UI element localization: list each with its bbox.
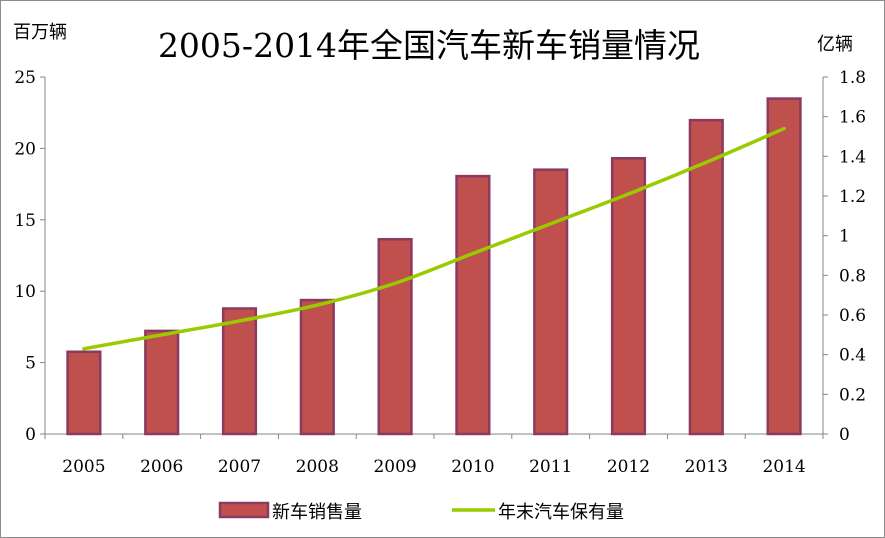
y-left-tick-label: 15 <box>14 211 36 231</box>
x-tick-label: 2011 <box>529 457 572 477</box>
y-left-tick-label: 20 <box>14 139 36 159</box>
bar-2013 <box>688 118 724 436</box>
bar-2006 <box>144 329 180 436</box>
bar-2009 <box>377 237 413 436</box>
legend-swatch-bar <box>218 501 270 519</box>
legend-label-bar: 新车销售量 <box>272 502 362 523</box>
x-tick-label: 2006 <box>140 457 183 477</box>
bar-2010 <box>455 174 491 436</box>
line-series <box>82 126 786 351</box>
legend-label-line: 年末汽车保有量 <box>498 502 624 523</box>
bar-2008 <box>299 298 335 436</box>
bar-2007 <box>221 307 258 436</box>
y-right-tick-label: 1 <box>839 227 850 247</box>
y-right-tick-labels: 0 0.2 0.4 0.6 0.8 1 1.2 1.4 1.6 1.8 <box>839 68 866 445</box>
y-right-tick-label: 0.4 <box>839 346 866 366</box>
x-tick-label: 2009 <box>373 457 416 477</box>
y-right-tick-label: 0.8 <box>839 266 866 286</box>
bar-series <box>66 97 802 436</box>
y-left-tick-label: 10 <box>14 282 36 302</box>
y-right-tick-label: 1.6 <box>839 108 866 128</box>
y-left-tick-label: 25 <box>14 68 36 88</box>
legend: 新车销售量 年末汽车保有量 <box>218 501 624 523</box>
bar-2011 <box>533 168 569 436</box>
y-right-tick-label: 0.6 <box>839 306 866 326</box>
bar-2005 <box>66 350 102 436</box>
x-tick-label: 2007 <box>218 457 261 477</box>
y-left-tick-label: 5 <box>25 354 36 374</box>
bar-2012 <box>610 157 647 436</box>
y-right-tick-label: 1.4 <box>839 147 866 167</box>
y-left-unit-label: 百万辆 <box>13 22 67 43</box>
y-right-tick-label: 1.8 <box>839 68 866 88</box>
y-right-unit-label: 亿辆 <box>817 34 853 55</box>
chart-title: 2005-2014年全国汽车新车销量情况 <box>158 26 700 65</box>
y-left-tick-label: 0 <box>25 425 36 445</box>
bar-2014 <box>766 97 802 436</box>
y-left-tick-labels: 0 5 10 15 20 25 <box>14 68 36 445</box>
x-tick-label: 2012 <box>607 457 650 477</box>
x-tick-labels: 2005 2006 2007 2008 2009 2010 2011 2012 2013 2014 <box>62 457 805 477</box>
x-tick-label: 2008 <box>296 457 339 477</box>
x-tick-label: 2005 <box>62 457 105 477</box>
line-path <box>82 126 786 351</box>
y-right-tick-label: 0 <box>839 425 850 445</box>
x-tick-label: 2010 <box>451 457 494 477</box>
y-right-tick-label: 1.2 <box>839 187 866 207</box>
x-tick-label: 2014 <box>762 457 805 477</box>
y-right-tick-label: 0.2 <box>839 385 866 405</box>
x-tick-label: 2013 <box>685 457 728 477</box>
